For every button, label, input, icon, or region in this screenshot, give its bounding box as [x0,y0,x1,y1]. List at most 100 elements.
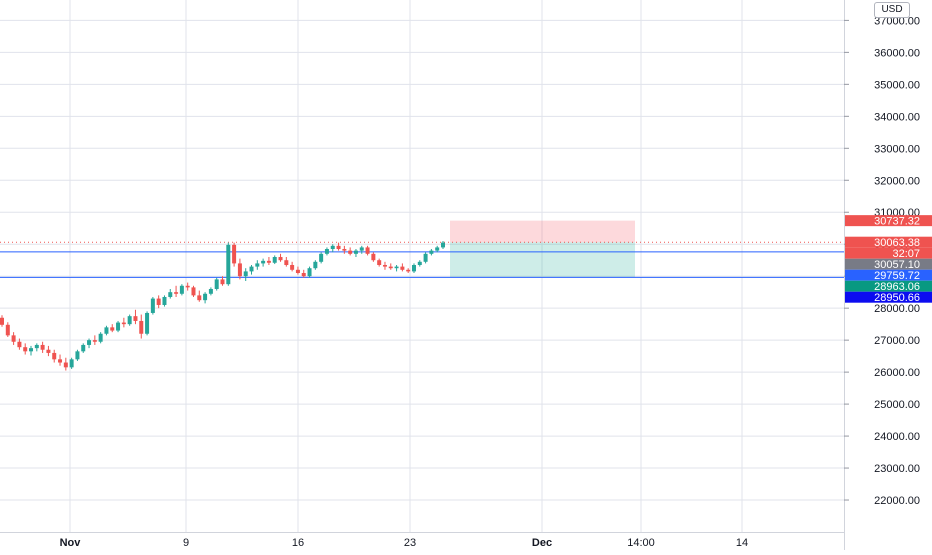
price-badge-label: 30063.38 [874,237,920,249]
price-badge-label: 30737.32 [874,216,920,228]
candle-body [249,266,254,272]
candle-body [290,265,295,270]
candle-body [284,260,289,266]
candle-body [435,247,440,251]
candle-body [324,249,329,254]
price-badge [845,236,932,248]
price-badge-label: 32:07 [892,248,920,260]
position-tool[interactable] [450,220,635,278]
candle-body [411,265,416,272]
price-badges: 30737.3230063.3832:0730057.1029759.72289… [845,215,932,304]
candle-body [179,285,184,294]
price-tick-label: 22000.00 [874,495,920,507]
candle-body [365,247,370,254]
candle-body [336,245,341,250]
candle-body [29,348,34,352]
candle-body [371,253,376,261]
candle-body [69,359,74,368]
candle-body [226,244,231,285]
stop-loss-zone[interactable] [450,220,635,243]
candle-body [261,260,266,264]
price-badge [845,258,932,270]
price-badge-label: 28950.66 [874,292,920,304]
candle-body [75,351,80,360]
take-profit-zone[interactable] [450,242,635,278]
grid [0,0,844,532]
candle-body [87,340,92,345]
time-tick-label: 14 [736,537,748,549]
price-tick-label: 25000.00 [874,399,920,411]
candle-body [417,261,422,266]
candle-body [278,257,283,261]
candle-body [139,320,144,334]
candle-body [243,271,248,277]
candle-body [203,293,208,301]
candle-body [145,312,150,334]
candle-body [116,322,121,331]
candle-body [342,249,347,251]
candle-body [133,316,138,321]
candle-body [307,268,312,277]
candle-body [232,244,237,264]
price-tick-label: 37000.00 [874,15,920,27]
price-badge-label: 29759.72 [874,270,920,282]
candle-body [46,349,51,353]
candle-body [266,260,271,263]
candle-body [191,287,196,296]
price-badge [845,280,932,292]
candle-body [162,296,167,305]
price-badge-label: 28963.06 [874,281,920,293]
candle-body [11,335,16,342]
time-tick-label: 14:00 [627,537,655,549]
candle-body [34,344,39,349]
candle-body [272,257,277,263]
candle-body [348,250,353,254]
candle-body [423,253,428,262]
time-tick-label: Dec [532,537,552,549]
candle-body [388,266,393,269]
candle-body [127,316,132,325]
currency-badge[interactable]: USD [874,2,910,18]
price-tick-label: 23000.00 [874,463,920,475]
candle-body [353,250,358,254]
price-tick-label: 33000.00 [874,143,920,155]
candle-body [394,266,399,269]
candle-body [406,269,411,272]
candle-body [330,245,335,250]
candle-body [382,265,387,267]
candle-body [156,298,161,305]
candle-body [185,285,190,288]
time-axis[interactable]: Nov 9 16 23 Dec 14:00 14 [60,537,749,549]
candle-body [104,327,109,334]
candle-body [5,324,10,336]
horizontal-lines[interactable] [0,241,844,278]
price-badge [845,247,932,259]
price-axis[interactable]: 22000.00 23000.00 24000.00 25000.00 26000.00… [0,0,920,550]
price-badge-label: 30057.10 [874,259,920,271]
price-badge [845,291,932,303]
time-tick-label: Nov [60,537,82,549]
candle-body [214,279,219,289]
price-tick-label: 34000.00 [874,111,920,123]
candle-body [377,260,382,266]
candle-body [429,250,434,254]
candle-body [295,269,300,273]
candle-body [17,341,22,348]
candle-body [40,344,45,350]
price-tick-label: 32000.00 [874,175,920,187]
candle-body [301,272,306,277]
price-tick-label: 27000.00 [874,335,920,347]
candle-body [58,359,63,363]
candle-body [441,242,445,248]
price-badge [845,215,932,227]
price-tick-label: 24000.00 [874,431,920,443]
candle-body [110,327,115,331]
time-tick-label: 9 [183,537,189,549]
candle-body [197,295,202,301]
price-tick-label: 26000.00 [874,367,920,379]
candle-body [23,347,28,352]
candle-body [174,292,179,294]
price-badge [845,269,932,281]
